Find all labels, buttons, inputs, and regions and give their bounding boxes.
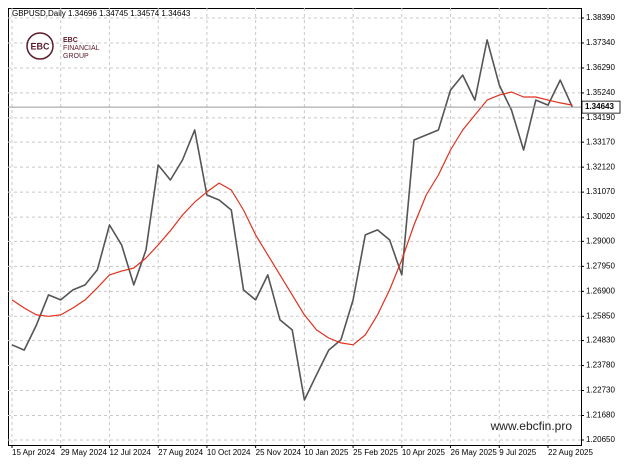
y-tick-label: 1.31070 [586, 187, 615, 196]
y-tick-label: 1.26900 [586, 286, 615, 295]
x-tick-label: 9 Jul 2025 [499, 448, 536, 457]
x-tick-label: 15 Apr 2024 [12, 448, 56, 457]
series-line [11, 39, 574, 401]
chart-title: GBPUSD,Daily 1.34696 1.34745 1.34574 1.3… [12, 9, 191, 18]
y-tick-label: 1.23780 [586, 361, 615, 370]
logo-text: GROUP [63, 53, 89, 60]
y-tick-label: 1.33170 [586, 137, 615, 146]
y-tick-label: 1.22730 [586, 386, 615, 395]
plot-frame [8, 8, 582, 446]
logo-text: FINANCIAL [63, 45, 100, 52]
x-tick-label: 10 Jan 2025 [304, 448, 349, 457]
logo-circle [26, 32, 54, 60]
y-tick-label: 1.25850 [586, 311, 615, 320]
logo-text: EBC [63, 37, 78, 44]
y-tick-label: 1.20650 [586, 435, 615, 444]
x-tick-label: 10 Oct 2024 [207, 448, 251, 457]
last-price-box [581, 100, 621, 114]
y-tick-label: 1.27950 [586, 261, 615, 270]
watermark: www.ebcfin.pro [490, 419, 573, 433]
y-tick-label: 1.35240 [586, 88, 615, 97]
x-tick-label: 29 May 2024 [61, 448, 108, 457]
x-tick-label: 22 Aug 2025 [548, 448, 593, 457]
x-tick-label: 25 Nov 2024 [256, 448, 302, 457]
series-line [11, 91, 573, 346]
y-tick-label: 1.34190 [586, 113, 615, 122]
logo-mark: EBC [30, 41, 50, 51]
last-price-label: 1.34643 [585, 102, 614, 111]
x-tick-label: 10 Apr 2025 [402, 448, 446, 457]
y-tick-label: 1.29000 [586, 236, 615, 245]
y-tick-label: 1.37340 [586, 38, 615, 47]
y-tick-label: 1.32120 [586, 162, 615, 171]
y-tick-label: 1.38390 [586, 13, 615, 22]
y-tick-label: 1.24830 [586, 336, 615, 345]
y-tick-label: 1.36290 [586, 63, 615, 72]
logo: EBC EBC FINANCIAL GROUP [26, 32, 100, 60]
x-tick-label: 12 Jul 2024 [109, 448, 151, 457]
x-tick-label: 27 Aug 2024 [158, 448, 203, 457]
x-tick-label: 26 May 2025 [451, 448, 498, 457]
y-tick-label: 1.30020 [586, 212, 615, 221]
x-tick-label: 25 Feb 2025 [353, 448, 398, 457]
y-tick-label: 1.21680 [586, 411, 615, 420]
